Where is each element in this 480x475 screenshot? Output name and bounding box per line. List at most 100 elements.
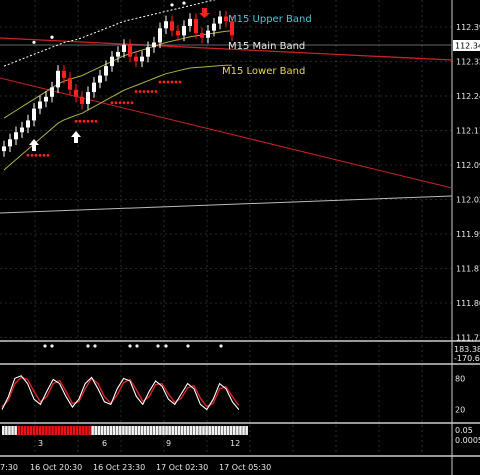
- price-tick-label: 111.73: [456, 334, 480, 343]
- red-trend-line: [0, 77, 453, 189]
- support-dot: [170, 80, 174, 84]
- bottom-panel: 3 6 9 12 0.050.0005: [2, 426, 480, 448]
- price-tick-label: 112.17: [456, 127, 480, 136]
- signal-markers: [26, 1, 223, 348]
- segment-cell: [8, 426, 11, 435]
- segment-cell: [119, 426, 122, 435]
- segment-cell: [226, 426, 230, 435]
- buy-arrow-icon: [71, 131, 81, 143]
- sub-panel-label: 183.38: [454, 345, 480, 354]
- candle-body: [38, 101, 42, 109]
- segment-cell: [38, 426, 42, 435]
- segment-cell: [51, 426, 54, 435]
- support-dot: [34, 153, 38, 157]
- white-trend-line: [0, 195, 453, 214]
- segment-cell: [63, 426, 67, 435]
- segment-cell: [143, 426, 147, 435]
- candle-body: [110, 56, 114, 67]
- oscillator-signal-line: [1, 376, 240, 408]
- candle-body: [218, 16, 222, 24]
- oscillator-panel: 80 20: [1, 374, 465, 415]
- candle-body: [134, 56, 138, 62]
- segment-cell: [20, 426, 24, 435]
- price-tick-label: 111.95: [456, 230, 480, 239]
- time-tick-label: 17 Oct 05:30: [219, 463, 271, 472]
- panel-dot: [219, 344, 223, 348]
- support-dot: [126, 101, 130, 105]
- signal-dot: [50, 35, 54, 39]
- oscillator-main-line: [1, 375, 240, 411]
- segment-cell: [229, 426, 233, 435]
- main-band-label: M15 Main Band: [228, 41, 305, 52]
- segment-cell: [26, 426, 30, 435]
- candle-body: [188, 18, 192, 26]
- candle-body: [74, 89, 78, 97]
- support-dot: [74, 119, 78, 123]
- bottom-panel-number: 12: [230, 439, 240, 448]
- segment-cell: [174, 426, 178, 435]
- segment-cell: [45, 426, 48, 435]
- segment-cell: [156, 426, 159, 435]
- candle-body: [104, 66, 108, 76]
- support-dot: [46, 153, 50, 157]
- segment-cell: [159, 426, 162, 435]
- support-dot: [146, 90, 150, 93]
- panel-dot: [93, 344, 97, 348]
- candle-body: [50, 87, 54, 97]
- segment-cell: [75, 426, 79, 435]
- segment-cell: [125, 426, 128, 435]
- upper-band-line: [3, 0, 217, 67]
- support-dot: [82, 119, 86, 123]
- segment-cell: [82, 426, 85, 435]
- support-dot: [158, 80, 162, 84]
- lower-band-line: [3, 64, 232, 171]
- segment-cell: [29, 426, 33, 435]
- segment-cell: [109, 426, 113, 435]
- candle-body: [152, 42, 156, 48]
- segment-cell: [152, 426, 156, 435]
- time-tick-label: 16 Oct 20:30: [30, 463, 82, 472]
- support-dot: [94, 119, 98, 123]
- segment-cell: [69, 426, 73, 435]
- time-tick-label: 16 Oct 23:30: [93, 463, 145, 472]
- bottom-panel-label: 0.0005: [455, 436, 480, 445]
- segment-cell: [122, 426, 125, 435]
- segment-cell: [79, 426, 82, 435]
- signal-dot: [170, 3, 174, 7]
- segment-cell: [146, 426, 150, 435]
- panel-dot: [135, 344, 139, 348]
- segment-cell: [32, 426, 36, 435]
- candle-body: [2, 146, 6, 152]
- segment-cell: [242, 426, 245, 435]
- segment-cell: [35, 426, 39, 435]
- candle-body: [206, 30, 210, 38]
- price-tick-label: 112.24: [456, 92, 480, 101]
- buy-arrow-icon: [29, 139, 39, 151]
- segment-cell: [162, 426, 165, 435]
- candle-body: [116, 51, 120, 57]
- red-trend-line: [0, 37, 453, 61]
- support-dot: [142, 90, 146, 93]
- bottom-panel-number: 9: [166, 439, 171, 448]
- segment-cell: [97, 426, 101, 435]
- segment-cell: [134, 426, 138, 435]
- trend-lines: [0, 37, 453, 214]
- panel-dot: [164, 344, 168, 348]
- segment-cell: [48, 426, 51, 435]
- candlesticks: [2, 10, 234, 157]
- segment-cell: [236, 426, 239, 435]
- candle-body: [146, 47, 150, 57]
- candle-body: [164, 21, 168, 29]
- segment-cell: [137, 426, 141, 435]
- time-axis: 7:30 16 Oct 20:30 16 Oct 23:30 17 Oct 02:30…: [0, 463, 271, 472]
- segment-cell: [149, 426, 153, 435]
- support-dot: [42, 153, 46, 157]
- segment-cell: [220, 426, 224, 435]
- support-dot: [38, 153, 42, 157]
- segment-cell: [128, 426, 131, 435]
- oscillator-level-label: 20: [455, 406, 465, 415]
- segment-cell: [42, 426, 45, 435]
- segment-cell: [94, 426, 97, 435]
